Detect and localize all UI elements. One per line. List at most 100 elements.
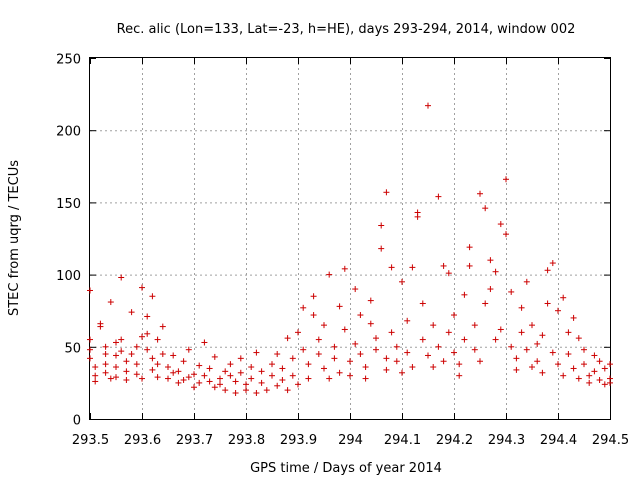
- data-point: [466, 244, 473, 251]
- data-point: [102, 351, 109, 358]
- data-point: [341, 326, 348, 333]
- data-point: [586, 379, 593, 386]
- data-point: [341, 265, 348, 272]
- data-point: [315, 336, 322, 343]
- data-point: [243, 381, 249, 388]
- data-point: [258, 368, 265, 375]
- data-point: [133, 371, 140, 378]
- x-tick-label: 294.3: [488, 433, 525, 448]
- data-point: [513, 366, 520, 373]
- data-point: [352, 286, 359, 293]
- data-point: [560, 294, 567, 301]
- data-point: [113, 339, 119, 346]
- data-point: [123, 368, 130, 375]
- data-point: [185, 374, 192, 381]
- y-tick-label: 0: [73, 414, 81, 429]
- data-point: [430, 364, 437, 371]
- data-point: [529, 364, 535, 371]
- data-point: [362, 375, 369, 382]
- data-point: [128, 309, 135, 316]
- grid: [90, 58, 610, 419]
- data-point: [87, 355, 93, 362]
- data-point: [555, 361, 561, 368]
- x-tick-label: 293.9: [280, 433, 317, 448]
- data-point: [295, 329, 301, 336]
- data-point: [596, 377, 603, 384]
- data-point: [113, 364, 119, 371]
- data-point: [149, 293, 156, 300]
- data-point: [237, 355, 244, 362]
- data-point: [248, 364, 255, 371]
- data-point: [492, 336, 499, 343]
- data-point: [581, 361, 587, 368]
- x-tick-label: 293.8: [228, 433, 265, 448]
- x-tick-label: 294.4: [540, 433, 577, 448]
- data-point: [274, 351, 281, 358]
- data-point: [139, 333, 145, 340]
- data-point: [508, 288, 515, 295]
- data-point: [570, 365, 577, 372]
- data-point: [279, 365, 286, 372]
- y-tick-label: 50: [64, 341, 81, 356]
- data-point: [284, 335, 291, 342]
- data-point: [289, 355, 296, 362]
- x-tick-label: 294.1: [384, 433, 421, 448]
- data-point: [347, 372, 353, 379]
- data-point: [336, 303, 343, 310]
- x-tick-label: 293.5: [72, 433, 109, 448]
- data-point: [295, 381, 301, 388]
- data-point: [352, 340, 359, 347]
- data-point: [404, 317, 411, 324]
- data-point: [227, 372, 234, 379]
- data-point: [399, 278, 405, 285]
- data-point: [471, 322, 478, 329]
- data-point: [331, 343, 338, 350]
- x-tick-label: 294: [338, 433, 363, 448]
- data-point: [149, 355, 156, 362]
- data-point: [544, 267, 551, 274]
- data-point: [310, 312, 317, 319]
- data-point: [175, 368, 182, 375]
- data-point: [211, 384, 218, 391]
- data-point: [196, 362, 203, 369]
- data-point: [388, 329, 395, 336]
- data-point: [269, 361, 275, 368]
- data-point: [300, 304, 307, 311]
- data-point: [92, 364, 99, 371]
- data-point: [253, 390, 260, 397]
- data-point: [373, 335, 379, 342]
- data-point: [477, 358, 483, 365]
- data-point: [378, 245, 385, 252]
- data-point: [123, 377, 130, 384]
- data-point: [180, 377, 187, 384]
- data-point: [367, 320, 374, 327]
- data-point: [217, 375, 223, 382]
- data-point: [607, 361, 613, 368]
- data-point: [466, 262, 473, 269]
- data-point: [144, 330, 151, 337]
- data-point: [315, 351, 322, 358]
- data-point: [440, 358, 447, 365]
- data-point: [456, 361, 463, 368]
- data-point: [425, 352, 431, 359]
- data-point: [321, 322, 327, 329]
- y-tick-label: 150: [56, 197, 81, 212]
- data-point: [440, 262, 447, 269]
- data-point: [92, 372, 99, 379]
- data-point: [534, 358, 541, 365]
- data-point: [113, 352, 119, 359]
- data-point: [367, 297, 374, 304]
- data-point: [529, 322, 535, 329]
- y-axis-label: STEC from uqrg / TECUs: [7, 160, 22, 316]
- chart-title: Rec. alic (Lon=133, Lat=-23, h=HE), days…: [117, 22, 576, 37]
- data-point: [170, 352, 177, 359]
- data-point: [201, 339, 208, 346]
- data-point: [144, 313, 151, 320]
- data-point: [586, 372, 593, 379]
- data-point: [523, 278, 530, 285]
- data-point: [482, 300, 489, 307]
- data-point: [430, 322, 437, 329]
- data-point: [378, 222, 385, 229]
